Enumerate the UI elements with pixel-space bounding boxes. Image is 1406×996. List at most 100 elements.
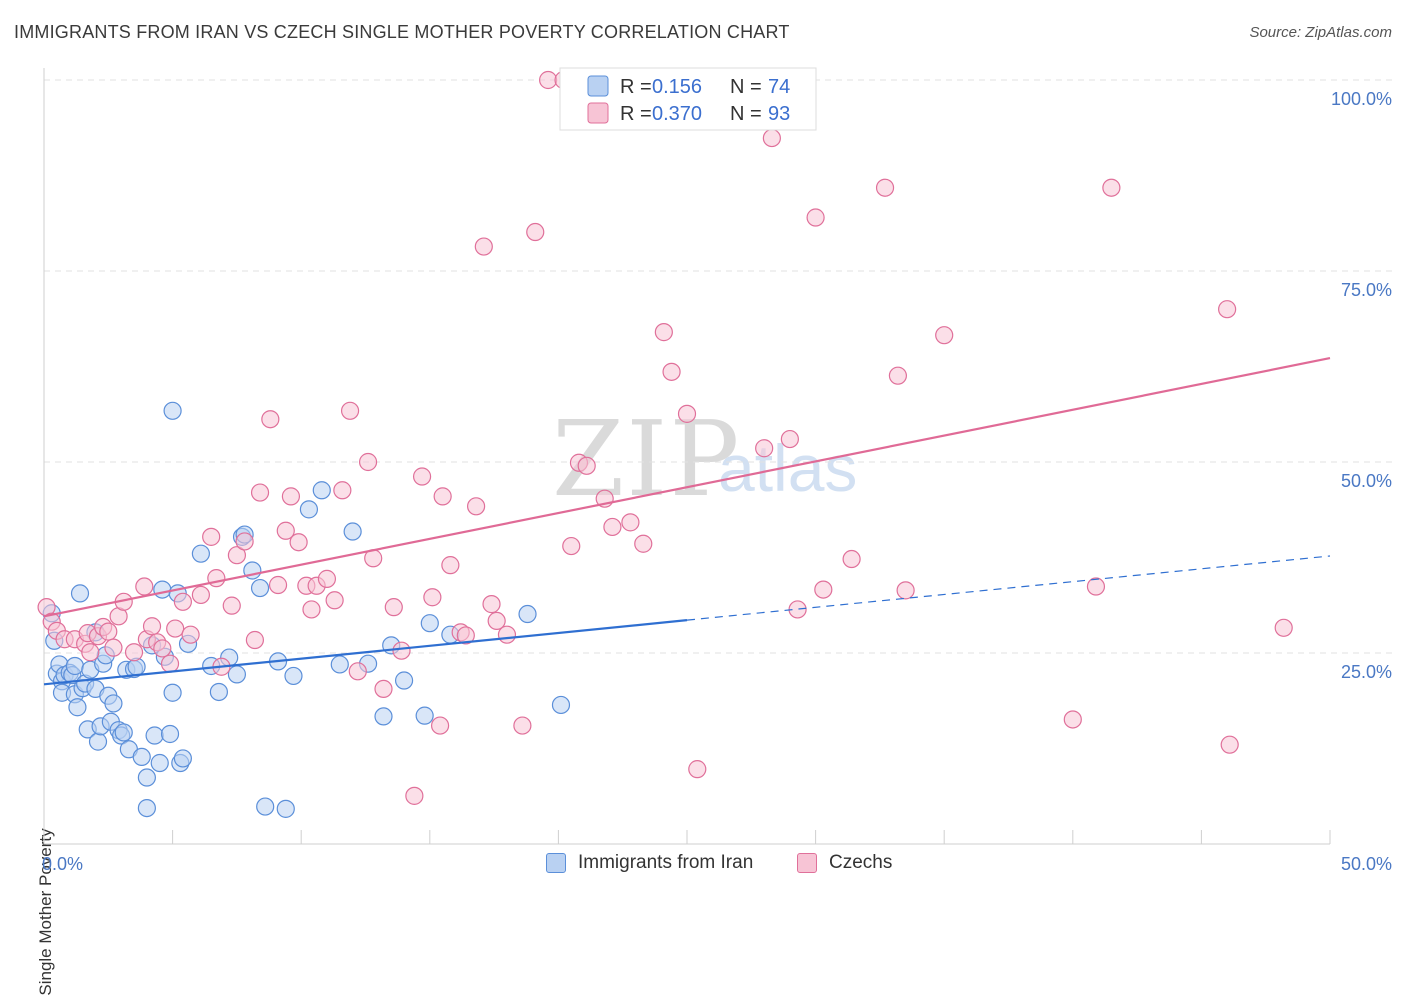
czechs-point-77 <box>677 404 697 423</box>
czechs-point-65 <box>526 222 545 242</box>
y-tick-label-3: 100.0% <box>1331 89 1392 109</box>
czechs-point-51 <box>405 786 424 805</box>
trend-line-iran-extension <box>686 555 1331 621</box>
iran-point-39 <box>153 580 172 599</box>
iran-point-35 <box>137 798 156 818</box>
czechs-point-54 <box>430 716 450 735</box>
czechs-point-89 <box>935 326 954 345</box>
trend-line-iran <box>43 619 688 686</box>
czechs-point-93 <box>1218 300 1237 319</box>
czechs-point-36 <box>281 487 301 506</box>
czechs-point-81 <box>780 429 799 449</box>
iran-point-25 <box>104 694 123 713</box>
iran-point-57 <box>256 797 275 816</box>
czechs-point-39 <box>302 600 321 619</box>
czechs-point-84 <box>814 580 833 599</box>
iran-point-9 <box>65 656 84 676</box>
iran-point-59 <box>276 799 295 818</box>
iran-point-68 <box>394 671 414 690</box>
czechs-point-53 <box>423 588 442 607</box>
czechs-point-35 <box>276 521 295 540</box>
czechs-point-86 <box>875 178 895 197</box>
chart-title: IMMIGRANTS FROM IRAN VS CZECH SINGLE MOT… <box>14 22 790 42</box>
iran-point-72 <box>518 604 537 624</box>
x-tick-label-0: 0.0% <box>42 854 83 874</box>
czechs-point-32 <box>250 483 270 502</box>
iran-point-66 <box>374 707 393 726</box>
bottom-legend-swatch-czechs <box>797 853 817 873</box>
czechs-point-34 <box>268 575 288 595</box>
bottom-legend-swatch-iran <box>546 853 566 873</box>
czechs-point-49 <box>384 598 403 617</box>
czechs-point-44 <box>340 401 360 420</box>
bottom-legend-item-czechs: Czechs <box>797 852 892 874</box>
czechs-point-73 <box>621 513 640 532</box>
czechs-point-45 <box>348 662 367 681</box>
czechs-point-43 <box>333 481 352 500</box>
czechs-point-14 <box>124 643 144 662</box>
czechs-point-23 <box>181 625 200 644</box>
iran-point-69 <box>415 706 434 725</box>
czechs-point-20 <box>160 654 180 673</box>
y-tick-label-2: 75.0% <box>1341 280 1392 300</box>
iran-point-28 <box>114 723 133 742</box>
czechs-point-42 <box>325 591 344 610</box>
czechs-point-95 <box>1274 618 1293 637</box>
czechs-point-31 <box>245 630 265 650</box>
legend-n-value-iran: 74 <box>768 76 790 98</box>
axes <box>43 68 1331 845</box>
czechs-point-25 <box>202 527 221 546</box>
czechs-point-75 <box>654 323 673 342</box>
y-tick-label-1: 50.0% <box>1341 471 1392 491</box>
czechs-point-56 <box>441 556 460 575</box>
bottom-legend: Immigrants from Iran Czechs <box>0 852 1406 878</box>
czechs-point-80 <box>762 128 781 148</box>
iran-point-33 <box>132 747 151 767</box>
czechs-point-79 <box>755 439 774 458</box>
iran-point-38 <box>150 753 169 773</box>
czechs-point-88 <box>896 581 915 600</box>
czechs-point-60 <box>474 237 493 256</box>
czechs-point-78 <box>688 760 707 779</box>
legend-n-value-czechs: 93 <box>768 103 790 125</box>
iran-point-61 <box>299 500 319 519</box>
legend-r-label-czechs: R = <box>620 103 652 125</box>
iran-point-60 <box>284 666 303 686</box>
czechs-point-55 <box>433 487 452 506</box>
czechs-point-85 <box>842 549 861 569</box>
iran-point-19 <box>88 732 108 751</box>
bottom-legend-label-iran: Immigrants from Iran <box>578 852 754 873</box>
czechs-point-58 <box>456 626 475 645</box>
tick-labels: 25.0% 50.0% 75.0% 100.0% 0.0% 50.0% <box>42 89 1392 874</box>
czechs-point-94 <box>1220 735 1239 754</box>
iran-point-70 <box>420 614 439 633</box>
iran-point-63 <box>330 655 349 674</box>
iran-point-48 <box>191 544 210 563</box>
czechs-point-74 <box>634 534 653 553</box>
legend-n-label-iran: N = <box>730 76 762 98</box>
czechs-point-21 <box>166 619 185 638</box>
czechs-point-22 <box>173 592 192 611</box>
legend-n-label-czechs: N = <box>730 103 762 125</box>
scatter-chart: 25.0% 50.0% 75.0% 100.0% 0.0% 50.0% R = 0.156… <box>37 67 1392 874</box>
iran-point-62 <box>312 481 331 500</box>
czechs-point-24 <box>191 585 210 605</box>
y-tick-label-0: 25.0% <box>1341 662 1392 682</box>
czechs-point-52 <box>412 467 432 486</box>
czechs-point-92 <box>1102 178 1121 197</box>
iran-point-73 <box>551 695 571 715</box>
czechs-point-33 <box>261 410 280 429</box>
bottom-legend-item-iran: Immigrants from Iran <box>546 852 753 874</box>
czechs-point-30 <box>235 532 254 551</box>
czechs-point-83 <box>806 208 825 227</box>
trend-lines <box>43 357 1331 686</box>
czechs-point-37 <box>289 533 308 552</box>
czechs-point-72 <box>603 517 622 537</box>
czechs-point-26 <box>207 569 226 588</box>
czechs-point-28 <box>222 596 241 615</box>
source-label: Source: ZipAtlas.com <box>1249 24 1392 41</box>
czechs-point-50 <box>392 641 411 660</box>
legend-r-value-czechs: 0.370 <box>652 103 702 125</box>
czechs-point-11 <box>104 638 123 657</box>
trend-line-czechs <box>43 357 1331 618</box>
